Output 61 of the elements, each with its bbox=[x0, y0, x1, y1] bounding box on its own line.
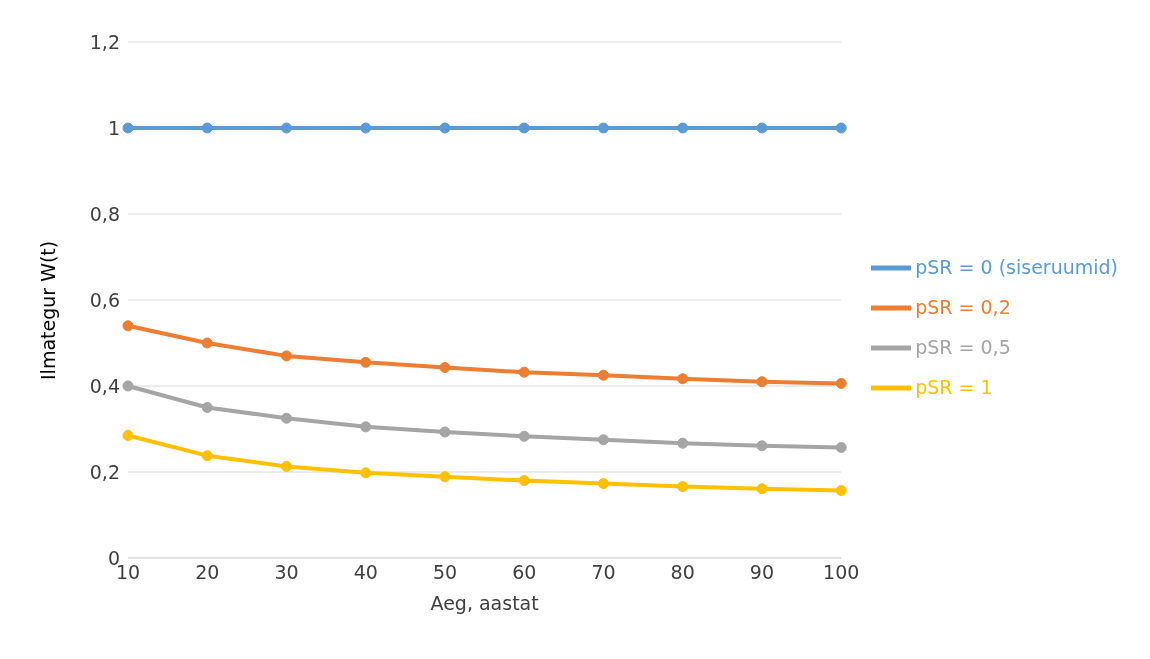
point bbox=[677, 122, 689, 134]
point bbox=[122, 122, 134, 134]
x-tick-label: 60 bbox=[512, 561, 537, 584]
point bbox=[201, 122, 213, 134]
point bbox=[439, 471, 451, 483]
point bbox=[677, 373, 689, 385]
y-tick-label: 0,8 bbox=[89, 202, 120, 225]
point bbox=[597, 478, 609, 490]
point bbox=[518, 430, 530, 442]
y-tick-label: 0,4 bbox=[89, 374, 120, 397]
y-tick-label: 1,2 bbox=[89, 30, 120, 53]
x-tick-label: 30 bbox=[274, 561, 299, 584]
point bbox=[518, 475, 530, 487]
point bbox=[201, 450, 213, 462]
point bbox=[835, 122, 847, 134]
x-tick-label: 40 bbox=[353, 561, 378, 584]
x-tick-label: 100 bbox=[823, 561, 860, 584]
point bbox=[518, 122, 530, 134]
point bbox=[360, 122, 372, 134]
y-tick-label: 0,6 bbox=[89, 288, 120, 311]
point bbox=[280, 460, 292, 472]
point bbox=[439, 362, 451, 374]
point bbox=[835, 377, 847, 389]
point bbox=[756, 122, 768, 134]
point bbox=[439, 122, 451, 134]
legend-label: pSR = 0 (siseruumid) bbox=[915, 255, 1118, 278]
point bbox=[677, 481, 689, 493]
point bbox=[518, 366, 530, 378]
x-tick-label: 80 bbox=[670, 561, 695, 584]
point bbox=[756, 376, 768, 388]
point bbox=[122, 320, 134, 332]
x-tick-label: 90 bbox=[749, 561, 775, 584]
point bbox=[439, 426, 451, 438]
point bbox=[360, 356, 372, 368]
x-tick-label: 50 bbox=[432, 561, 458, 584]
point bbox=[677, 437, 689, 449]
point bbox=[122, 380, 134, 392]
point bbox=[360, 467, 372, 479]
point bbox=[122, 429, 134, 441]
point bbox=[835, 441, 847, 453]
point bbox=[835, 484, 847, 496]
legend-label: pSR = 1 bbox=[915, 375, 993, 398]
y-tick-label: 1 bbox=[107, 116, 120, 139]
point bbox=[201, 337, 213, 349]
point bbox=[280, 412, 292, 424]
y-axis-title: Ilmategur W(t) bbox=[36, 240, 59, 380]
legend-label: pSR = 0,2 bbox=[915, 295, 1011, 318]
point bbox=[280, 350, 292, 362]
point bbox=[597, 434, 609, 446]
point bbox=[756, 440, 768, 452]
point bbox=[597, 369, 609, 381]
legend-label: pSR = 0,5 bbox=[915, 335, 1011, 358]
x-tick-label: 70 bbox=[591, 561, 616, 584]
point bbox=[201, 402, 213, 413]
x-axis-title: Aeg, aastat bbox=[430, 592, 539, 614]
x-tick-label: 20 bbox=[195, 561, 220, 584]
y-tick-label: 0,2 bbox=[89, 460, 120, 483]
point bbox=[756, 483, 768, 495]
point bbox=[360, 421, 372, 433]
point bbox=[597, 122, 609, 134]
point bbox=[280, 122, 292, 134]
